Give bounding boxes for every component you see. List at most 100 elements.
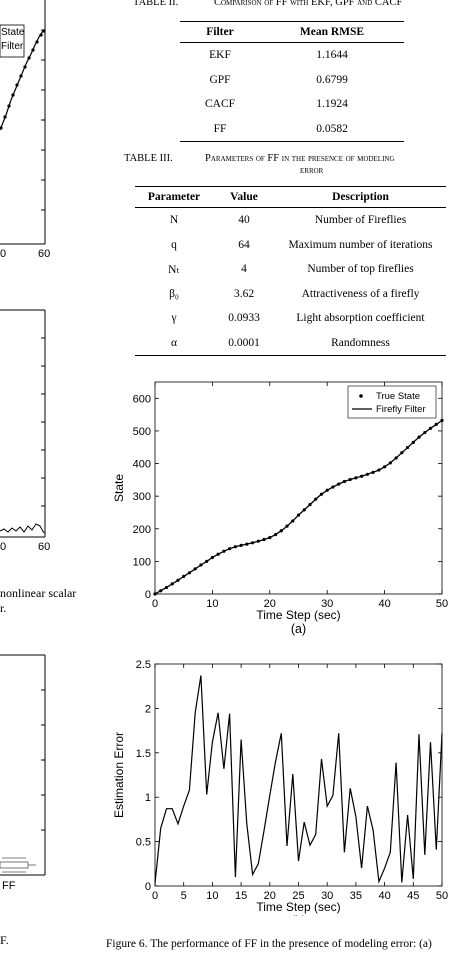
series-point-true-state <box>308 503 312 507</box>
left-mid-plot-fragment: 0 60 <box>0 305 60 555</box>
series-point-true-state <box>360 474 364 478</box>
table-row: FF 0.0582 <box>180 117 404 142</box>
table-cell: 64 <box>238 238 250 251</box>
y-tick-label: 1 <box>145 792 151 804</box>
table-cell: Number of Fireflies <box>314 214 407 227</box>
table-row: q 64 Maximum number of iterations <box>135 233 446 258</box>
series-point-true-state <box>405 445 410 450</box>
y-tick-label: 200 <box>133 524 151 536</box>
table3: Parameter Value Description N 40 Number … <box>135 186 446 356</box>
x-tick-label: 50 <box>436 890 448 902</box>
table-row: α 0.0001 Randomness <box>135 331 446 356</box>
table-cell: 3.62 <box>233 287 255 300</box>
table-cell: GPF <box>209 73 231 86</box>
series-point-true-state <box>411 440 415 444</box>
series-point-true-state <box>187 571 192 575</box>
x-tick-label: 10 <box>206 598 218 610</box>
table-cell: Maximum number of iterations <box>288 238 433 251</box>
series-point-true-state <box>371 470 375 474</box>
series-point-true-state <box>331 485 335 489</box>
table-cell: 1.1644 <box>316 49 348 62</box>
table-row: γ 0.0933 Light absorption coefficient <box>135 306 446 331</box>
table3-caption-line1: Parameters of FF in the presence of mode… <box>205 153 395 164</box>
table-row: EKF 1.1644 <box>180 43 404 68</box>
table-cell: N <box>169 214 179 227</box>
series-point-true-state <box>434 422 438 426</box>
table-cell: Number of top fireflies <box>307 263 414 276</box>
table3-caption-number: TABLE III. <box>124 153 173 164</box>
series-point-true-state <box>302 508 306 512</box>
table-cell: q <box>171 238 177 251</box>
series-point-true-state <box>159 589 163 593</box>
legend-label-true-state: True State <box>376 391 420 402</box>
table-cell: 1.1924 <box>316 98 348 111</box>
table2-header-filter: Filter <box>206 26 234 38</box>
left-legend-state: State <box>1 27 25 38</box>
table2-header-row: Filter Mean RMSE <box>180 21 404 43</box>
series-point-true-state <box>383 465 387 469</box>
series-point-true-state <box>262 537 266 542</box>
series-point-true-state <box>182 574 186 578</box>
y-axis-label: Estimation Error <box>112 732 126 818</box>
series-point-true-state <box>250 541 255 545</box>
series-point-true-state <box>164 585 169 590</box>
table-cell: β₀ <box>169 287 179 300</box>
left-top-plot-fragment: State Filter 0 60 <box>0 0 60 265</box>
legend-box <box>347 385 437 419</box>
series-point-true-state <box>170 582 174 586</box>
y-tick-label: 2 <box>145 703 151 715</box>
subfigure-label: (b) <box>291 914 306 916</box>
series-point-true-state <box>228 547 232 551</box>
y-tick-label: 0.5 <box>136 837 151 849</box>
series-point-true-state <box>193 567 197 571</box>
table-cell: Nₜ <box>168 264 180 277</box>
series-point-true-state <box>365 472 369 476</box>
x-axis-label: Time Step (sec) <box>256 900 340 914</box>
series-point-true-state <box>296 513 301 517</box>
series-point-true-state <box>279 529 283 533</box>
x-tick-label: 40 <box>378 598 390 610</box>
x-tick-label: 30 <box>321 598 333 610</box>
y-tick-label: 600 <box>133 393 151 405</box>
series-point-true-state <box>222 549 226 553</box>
x-tick-label: 40 <box>378 890 390 902</box>
table3-header-description: Description <box>332 191 389 203</box>
chart-b-estimation-error: 0 5 10 15 20 25 30 35 40 45 50 0 0.5 1 1.5 2 2.5 Time Ste… <box>112 659 448 916</box>
x-tick-label: 15 <box>235 890 247 902</box>
left-tick-0: 0 <box>0 248 7 260</box>
table-cell: 0.0933 <box>228 312 260 325</box>
left-bottom-plot-fragment: FF <box>0 650 60 892</box>
x-tick-label: 10 <box>206 890 218 902</box>
x-tick-label: 20 <box>264 890 276 902</box>
table2: Filter Mean RMSE EKF 1.1644 GPF 0.6799 C… <box>180 21 404 142</box>
x-tick-label: 45 <box>407 890 419 902</box>
y-tick-label: 2.5 <box>136 659 151 671</box>
figure-caption: Figure 6. The performance of FF in the p… <box>106 938 432 950</box>
table-cell: 4 <box>241 263 247 276</box>
table-cell: 0.0582 <box>316 122 348 135</box>
table3-caption-line2: error <box>300 165 324 176</box>
table-cell: 0.0001 <box>228 336 260 349</box>
x-tick-label: 0 <box>152 890 158 902</box>
series-point-true-state <box>417 435 421 439</box>
table-row: β₀ 3.62 Attractiveness of a firefly <box>135 282 446 307</box>
series-point-true-state <box>285 524 289 528</box>
series-point-true-state <box>233 545 237 549</box>
legend-label-firefly-filter: Firefly Filter <box>376 404 426 415</box>
y-tick-label: 0 <box>145 881 151 893</box>
table-cell: Attractiveness of a firefly <box>301 287 420 300</box>
series-point-true-state <box>388 461 392 465</box>
table-cell: 40 <box>238 214 250 227</box>
x-tick-label: 35 <box>350 890 362 902</box>
left-top-plot-svg <box>0 0 46 245</box>
series-point-true-state <box>354 476 358 480</box>
series-point-true-state <box>325 488 329 492</box>
subfigure-label: (a) <box>291 622 306 636</box>
x-tick-label: 30 <box>321 890 333 902</box>
series-point-true-state <box>428 426 433 430</box>
series-point-true-state <box>268 535 272 540</box>
table-cell: EKF <box>209 49 231 62</box>
series-point-true-state <box>319 492 324 496</box>
left-body-text-line1: nonlinear scalar <box>0 586 77 600</box>
table-cell: Randomness <box>331 336 390 349</box>
